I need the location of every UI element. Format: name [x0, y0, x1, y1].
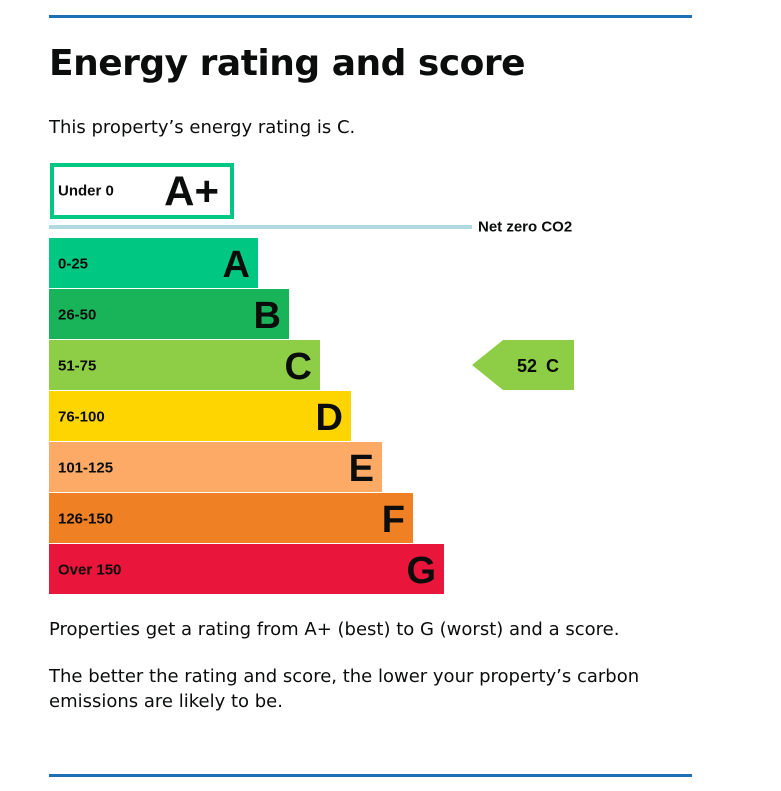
rating-band-bar: [49, 442, 382, 492]
band-letter: C: [285, 346, 312, 388]
top-divider: [49, 15, 692, 18]
band-range-label: 0-25: [58, 256, 88, 273]
rating-band-bar: [49, 391, 351, 441]
current-score-value: 52: [517, 356, 537, 376]
page-title: Energy rating and score: [49, 43, 526, 84]
band-letter: D: [316, 397, 343, 439]
band-range-label: Over 150: [58, 562, 121, 579]
rating-band-bar: [49, 493, 413, 543]
band-letter: E: [349, 448, 374, 490]
net-zero-line: [49, 225, 472, 229]
rating-band-bar: [49, 544, 444, 594]
rating-band-bar: [49, 340, 320, 390]
current-rating-letter: C: [546, 356, 559, 376]
band-range-label: 76-100: [58, 409, 105, 426]
current-rating-arrow: [472, 340, 574, 390]
rating-explanation: Properties get a rating from A+ (best) t…: [49, 619, 620, 640]
rating-band-bar: [49, 238, 258, 288]
band-letter: G: [406, 550, 436, 592]
band-letter: A+: [164, 168, 219, 215]
band-range-label: 101-125: [58, 460, 113, 477]
score-explanation: The better the rating and score, the low…: [49, 666, 640, 712]
band-aplus-outline: [50, 163, 234, 219]
rating-band-bar: [49, 289, 289, 339]
bottom-divider: [49, 774, 692, 777]
band-range-label: 51-75: [58, 358, 96, 375]
band-letter: A: [223, 244, 250, 286]
rating-summary: This property’s energy rating is C.: [49, 117, 356, 138]
band-range-label: 126-150: [58, 511, 113, 528]
band-range-label: Under 0: [58, 183, 114, 200]
band-letter: B: [254, 295, 281, 337]
band-range-label: 26-50: [58, 307, 96, 324]
band-letter: F: [382, 499, 405, 541]
net-zero-label: Net zero CO2: [478, 219, 572, 236]
